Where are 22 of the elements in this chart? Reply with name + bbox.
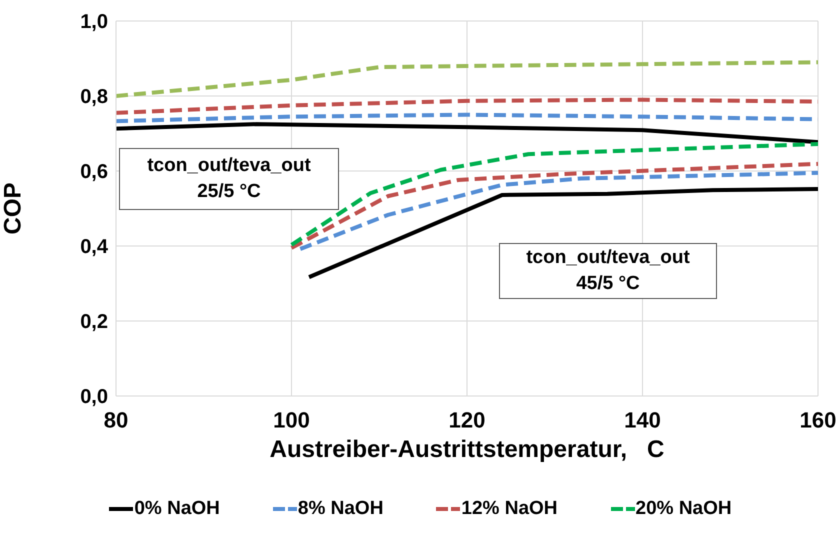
y-tick-label: 0,8 [80,86,108,108]
y-axis-title: COP [0,182,27,235]
y-tick-label: 0,0 [80,386,108,408]
x-tick-label: 100 [273,408,310,433]
legend-label: 20% NaOH [636,498,732,520]
y-tick-label: 0,2 [80,311,108,334]
line-series [116,60,818,98]
legend-label: 8% NaOH [298,498,384,520]
y-tick-label: 1,0 [80,11,108,34]
x-axis-title: Austreiber-Austrittstemperatur, C [268,436,666,464]
y-tick-label: 0,6 [80,161,108,184]
line-series [116,122,818,144]
line-series [116,98,818,115]
legend-label: 12% NaOH [461,498,558,520]
annotation: tcon_out/teva_out 45/5 °C [499,243,717,299]
x-tick-label: 120 [448,408,486,433]
x-tick-label: 80 [104,408,128,433]
y-tick-label: 0,4 [80,236,109,258]
legend-label: 0% NaOH [134,498,220,520]
x-tick-label: 140 [624,408,661,433]
annotation: tcon_out/teva_out 25/5 °C [119,148,339,210]
x-tick-label: 160 [800,408,836,433]
